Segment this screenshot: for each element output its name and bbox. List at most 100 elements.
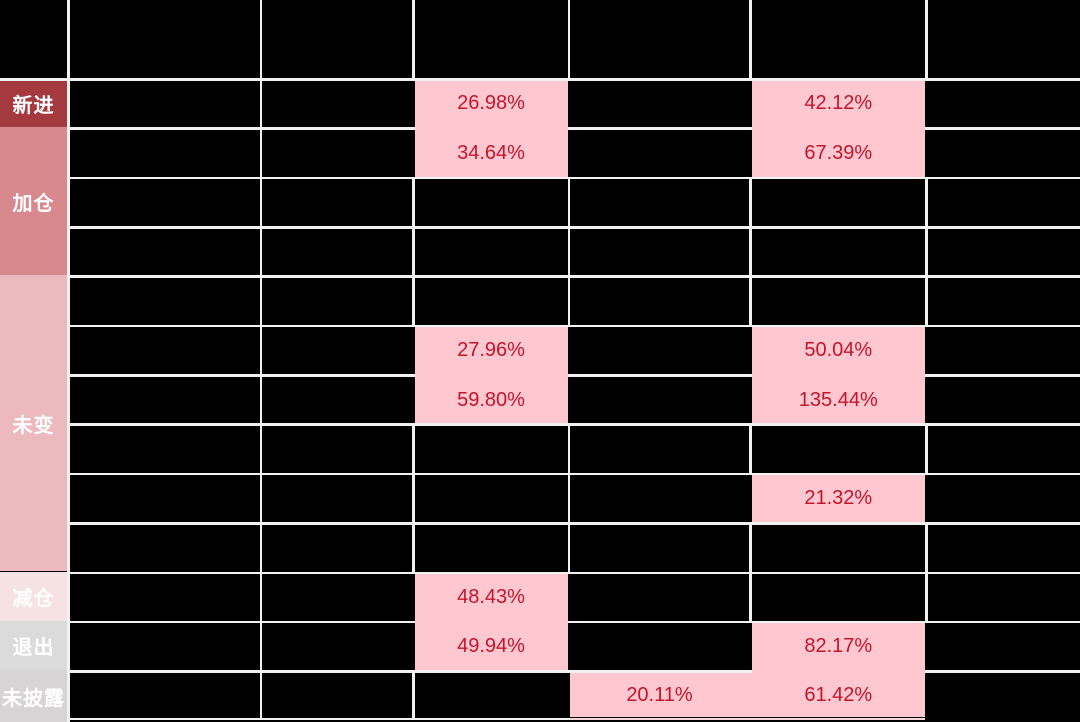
grid-line-h [67, 571, 1080, 574]
cell-r12c2[interactable] [69, 623, 260, 671]
grid-line-v [749, 176, 752, 328]
cell-value: 26.98% [457, 92, 525, 115]
cell-r13c2[interactable] [69, 672, 260, 718]
cell-r11c6[interactable] [751, 574, 925, 621]
cell-r10c2[interactable] [69, 524, 260, 572]
cell-r5c7[interactable] [927, 277, 1080, 325]
cell-r13c7[interactable] [927, 672, 1080, 718]
cell-r11c3[interactable] [262, 574, 412, 621]
cell-r11c5[interactable] [570, 574, 749, 621]
cell-r3c6[interactable] [751, 179, 925, 227]
header-cell[interactable] [414, 0, 568, 78]
cell-r4c4[interactable] [414, 228, 568, 276]
cell-r5c3[interactable] [262, 277, 412, 325]
cell-value: 27.96% [457, 339, 525, 362]
cell-r8c4[interactable] [414, 425, 568, 473]
row-group-label[interactable]: 新进 [0, 80, 67, 128]
cell-r1c5[interactable] [570, 80, 749, 128]
cell-r4c2[interactable] [69, 228, 260, 276]
cell-r11c2[interactable] [69, 574, 260, 621]
cell-r5c4[interactable] [414, 277, 568, 325]
cell-r7c3[interactable] [262, 376, 412, 424]
highlight-cell[interactable]: 26.98% 34.64% [414, 80, 568, 177]
cell-r2c2[interactable] [69, 129, 260, 177]
cell-r6c7[interactable] [927, 327, 1080, 375]
cell-r11c7[interactable] [927, 574, 1080, 621]
cell-r9c3[interactable] [262, 475, 412, 523]
cell-r9c4[interactable] [414, 475, 568, 523]
cell-r6c3[interactable] [262, 327, 412, 375]
cell-r10c7[interactable] [927, 524, 1080, 572]
cell-value: 49.94% [457, 635, 525, 658]
cell-r5c2[interactable] [69, 277, 260, 325]
cell-r9c5[interactable] [570, 475, 749, 523]
cell-r6c2[interactable] [69, 327, 260, 375]
cell-r4c3[interactable] [262, 228, 412, 276]
row-group-label[interactable]: 未变 [0, 275, 67, 572]
grid-line-v [259, 0, 262, 720]
header-cell[interactable] [570, 0, 749, 78]
header-cell[interactable] [69, 0, 260, 78]
cell-r3c2[interactable] [69, 179, 260, 227]
cell-r1c2[interactable] [69, 80, 260, 128]
cell-r4c6[interactable] [751, 228, 925, 276]
cell-r1c3[interactable] [262, 80, 412, 128]
grid-line-v [749, 423, 752, 476]
header-cell[interactable] [0, 0, 67, 78]
cell-r5c5[interactable] [570, 277, 749, 325]
cell-r12c3[interactable] [262, 623, 412, 671]
cell-r3c4[interactable] [414, 179, 568, 227]
cell-r8c5[interactable] [570, 425, 749, 473]
highlight-cell[interactable]: 50.04% 135.44% [751, 327, 925, 424]
grid-line-h [67, 522, 1080, 525]
highlight-cell[interactable]: 27.96% 59.80% [414, 327, 568, 424]
cell-r2c7[interactable] [927, 129, 1080, 177]
cell-value: 59.80% [457, 388, 525, 411]
row-group-label[interactable]: 加仓 [0, 127, 67, 276]
cell-r10c6[interactable] [751, 524, 925, 572]
highlight-cell[interactable]: 20.11% [570, 672, 749, 718]
cell-r8c2[interactable] [69, 425, 260, 473]
highlight-cell[interactable]: 82.17% 61.42% [751, 623, 925, 718]
cell-r10c5[interactable] [570, 524, 749, 572]
highlight-cell[interactable]: 42.12% 67.39% [751, 80, 925, 177]
header-cell[interactable] [927, 0, 1080, 78]
grid-line-h [67, 423, 1080, 426]
cell-r7c7[interactable] [927, 376, 1080, 424]
cell-r9c7[interactable] [927, 475, 1080, 523]
highlight-cell[interactable]: 48.43% 49.94% [414, 574, 568, 671]
row-group-label[interactable]: 未披露 [0, 670, 67, 722]
row-group-label[interactable]: 退出 [0, 620, 67, 671]
grid-line-h [67, 176, 1080, 180]
cell-r13c3[interactable] [262, 672, 412, 718]
highlight-cell[interactable]: 21.32% [751, 475, 925, 523]
cell-r4c7[interactable] [927, 228, 1080, 276]
cell-r9c2[interactable] [69, 475, 260, 523]
header-cell[interactable] [262, 0, 412, 78]
cell-r8c6[interactable] [751, 425, 925, 473]
grid-line-h [67, 472, 1080, 476]
cell-r10c4[interactable] [414, 524, 568, 572]
cell-r3c3[interactable] [262, 179, 412, 227]
grid-line-v [567, 423, 570, 574]
cell-r5c6[interactable] [751, 277, 925, 325]
cell-r8c7[interactable] [927, 425, 1080, 473]
cell-r10c3[interactable] [262, 524, 412, 572]
cell-r12c7[interactable] [927, 623, 1080, 671]
cell-r2c3[interactable] [262, 129, 412, 177]
cell-r3c5[interactable] [570, 179, 749, 227]
cell-r7c5[interactable] [570, 376, 749, 424]
cell-r7c2[interactable] [69, 376, 260, 424]
header-cell[interactable] [751, 0, 925, 78]
cell-r13c4[interactable] [414, 672, 568, 718]
cell-r3c7[interactable] [927, 179, 1080, 227]
cell-r2c5[interactable] [570, 129, 749, 177]
row-group-label[interactable]: 减仓 [0, 571, 67, 621]
grid-line-h [67, 374, 1080, 377]
cell-r4c5[interactable] [570, 228, 749, 276]
grid-line-v [412, 423, 415, 574]
cell-r1c7[interactable] [927, 80, 1080, 128]
cell-r8c3[interactable] [262, 425, 412, 473]
cell-r6c5[interactable] [570, 327, 749, 375]
cell-r12c5[interactable] [570, 623, 749, 671]
